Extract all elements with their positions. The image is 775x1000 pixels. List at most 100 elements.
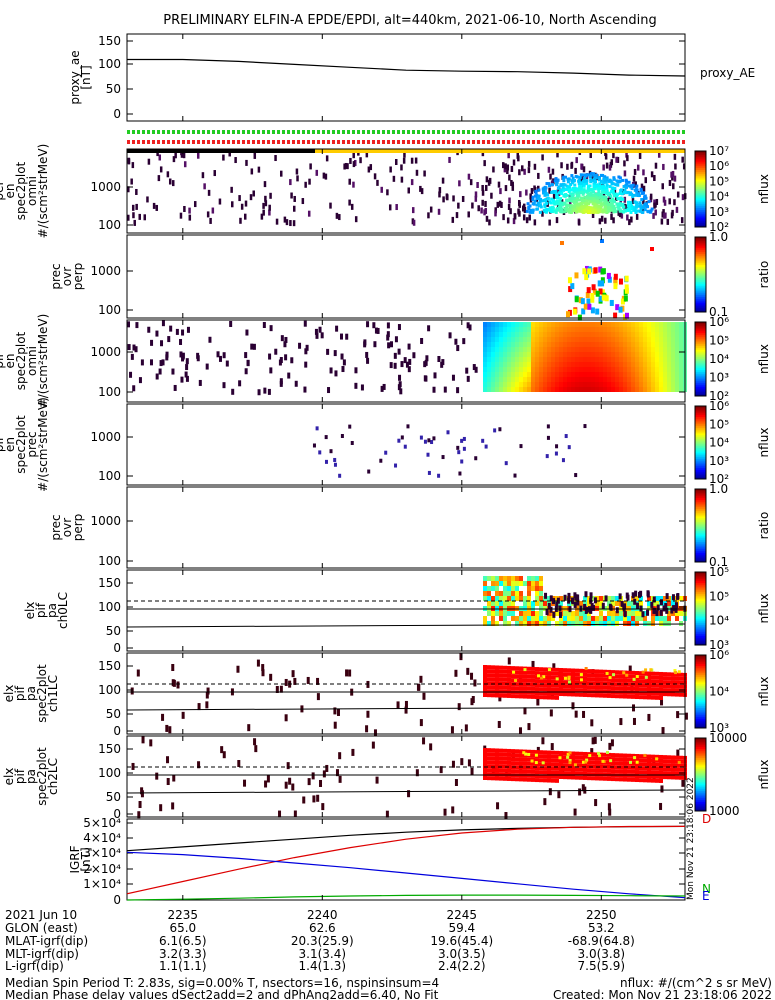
colorbar-cell (695, 498, 706, 501)
colorbar-cell (695, 634, 706, 637)
heatmap-cell (543, 667, 547, 672)
heatmap-cell (511, 576, 515, 581)
heatmap-cell (570, 179, 574, 183)
heatmap-cell (539, 576, 543, 581)
heatmap-cell (571, 322, 575, 327)
y-axis-label-line: elx (23, 602, 37, 620)
heatmap-cell (651, 377, 655, 382)
heatmap-cell (623, 377, 627, 382)
heatmap-cell (631, 197, 635, 204)
heatmap-cell (531, 621, 535, 626)
heatmap-cell (174, 152, 177, 159)
heatmap-cell (531, 611, 535, 616)
colorbar-cell (695, 706, 706, 709)
heatmap-cell (517, 155, 520, 162)
status-dot-green (397, 130, 400, 134)
heatmap-cell (531, 372, 535, 377)
panel-frame (126, 569, 686, 652)
heatmap-cell (533, 199, 537, 203)
heatmap-cell (496, 201, 500, 208)
heatmap-cell (483, 669, 487, 673)
heatmap-cell (495, 665, 499, 670)
heatmap-cell (550, 207, 554, 211)
heatmap-cell (491, 748, 495, 753)
colorbar-cell (695, 455, 706, 458)
heatmap-cell (606, 205, 610, 209)
heatmap-cell (569, 198, 573, 202)
colorbar-tick-label: 10² (709, 472, 729, 486)
heatmap-cell (603, 347, 607, 352)
colorbar-cell (695, 259, 706, 262)
heatmap-cell (181, 711, 185, 719)
heatmap-cell (643, 195, 647, 199)
y-tick-label: 1000 (90, 430, 121, 444)
heatmap-cell (667, 382, 671, 387)
heatmap-cell (615, 757, 619, 762)
heatmap-cell (618, 180, 622, 184)
heatmap-cell (506, 217, 510, 224)
heatmap-cell (307, 778, 311, 786)
heatmap-cell (667, 342, 671, 347)
heatmap-cell (631, 342, 635, 347)
heatmap-cell (627, 332, 631, 337)
heatmap-cell (675, 755, 679, 760)
heatmap-cell (550, 743, 554, 751)
heatmap-cell (462, 436, 466, 441)
heatmap-cell (655, 691, 659, 696)
heatmap-cell (643, 753, 647, 757)
heatmap-cell (324, 435, 328, 440)
heatmap-cell (201, 172, 205, 179)
heatmap-cell (135, 203, 138, 210)
heatmap-cell (539, 754, 543, 759)
heatmap-cell (563, 342, 567, 347)
colorbar-cell (695, 610, 706, 613)
colorbar-cell (695, 554, 706, 558)
footer-row-label: MLT-igrf(dip) (5, 947, 79, 961)
heatmap-cell (618, 306, 623, 313)
heatmap-cell (627, 382, 631, 387)
heatmap-cell (523, 773, 527, 778)
heatmap-cell (499, 752, 503, 757)
heatmap-cell (587, 387, 591, 392)
heatmap-cell (571, 751, 575, 756)
colorbar-cell (695, 722, 706, 725)
status-dot-green (232, 130, 235, 134)
heatmap-cell (584, 760, 588, 764)
heatmap-cell (511, 352, 515, 357)
heatmap-cell (603, 362, 607, 367)
heatmap-cell (655, 322, 659, 327)
heatmap-cell (558, 611, 562, 618)
heatmap-cell (293, 195, 296, 202)
colorbar-cell (695, 590, 706, 593)
heatmap-cell (497, 720, 501, 728)
heatmap-cell (483, 596, 487, 601)
heatmap-cell (267, 388, 271, 395)
heatmap-cell (635, 675, 639, 679)
heatmap-cell (522, 203, 526, 210)
colorbar-cell (695, 726, 706, 729)
heatmap-cell (567, 372, 571, 377)
heatmap-cell (474, 366, 478, 373)
status-dot-green (467, 130, 470, 134)
colorbar-cell (695, 556, 706, 559)
colorbar-cell (695, 349, 706, 353)
heatmap-cell (647, 342, 651, 347)
anti-loss-cone-line (126, 789, 686, 794)
heatmap-cell (519, 611, 523, 616)
heatmap-cell (561, 185, 565, 189)
heatmap-cell (647, 601, 651, 606)
heatmap-cell (570, 161, 574, 168)
colorbar-cell (695, 370, 706, 373)
heatmap-cell (222, 382, 226, 389)
heatmap-cell (635, 352, 639, 357)
heatmap-cell (593, 736, 597, 744)
status-dot-green (577, 130, 580, 134)
heatmap-cell (575, 332, 579, 337)
heatmap-cell (643, 377, 647, 382)
heatmap-cell (503, 166, 507, 173)
colorbar-cell (695, 711, 706, 714)
colorbar-tick-label: 10⁴ (709, 352, 729, 366)
heatmap-cell (639, 671, 643, 676)
heatmap-cell (268, 204, 271, 211)
